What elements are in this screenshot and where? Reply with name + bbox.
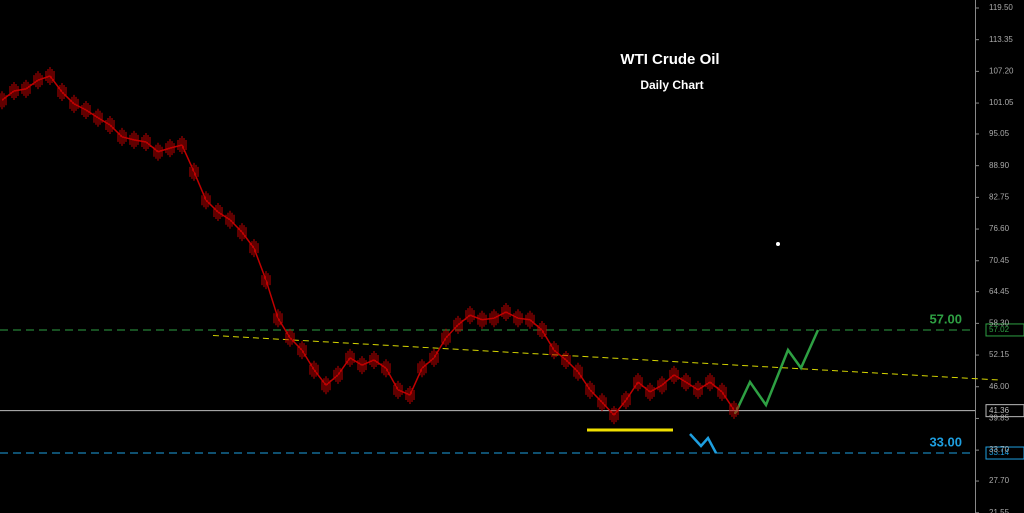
price-axis: 119.50 113.35 107.20 101.05 95.05 88.90 82.75 7… xyxy=(975,3,1014,513)
level-label: 33.14 xyxy=(989,448,1010,457)
y-tick-label: 119.50 xyxy=(989,3,1013,12)
y-tick-label: 21.55 xyxy=(989,508,1010,513)
chart-title: WTI Crude Oil xyxy=(620,51,719,68)
y-tick-label: 27.70 xyxy=(989,476,1010,485)
y-tick-label: 82.75 xyxy=(989,192,1010,201)
y-tick-label: 46.00 xyxy=(989,382,1010,391)
level-annotation: 33.00 xyxy=(929,434,962,449)
y-tick-label: 70.45 xyxy=(989,256,1010,265)
level-label: 41.36 xyxy=(989,406,1010,415)
y-tick-label: 88.90 xyxy=(989,161,1010,170)
y-tick-label: 33.70 xyxy=(989,445,1010,454)
levels: 57.02 57.00 41.36 33.14 33.00 xyxy=(0,311,1024,460)
price-bars xyxy=(0,67,739,425)
y-tick-label: 39.85 xyxy=(989,414,1010,423)
dot xyxy=(776,242,780,246)
y-tick-label: 113.35 xyxy=(989,35,1013,44)
projection-down xyxy=(689,433,718,454)
y-tick-label: 64.45 xyxy=(989,287,1010,296)
y-tick-label: 107.20 xyxy=(989,66,1014,75)
price-line xyxy=(1,75,735,417)
y-tick-label: 58.30 xyxy=(989,318,1010,327)
y-tick-label: 52.15 xyxy=(989,350,1010,359)
level-label-box xyxy=(985,323,1024,337)
level-label-box xyxy=(985,404,1024,418)
level-label-box xyxy=(985,446,1024,460)
y-tick-label: 76.60 xyxy=(989,224,1010,233)
level-label: 57.02 xyxy=(989,325,1010,334)
projection-up xyxy=(733,329,820,415)
trendline xyxy=(212,334,1001,381)
chart-subtitle: Daily Chart xyxy=(640,78,703,92)
y-tick-label: 101.05 xyxy=(989,98,1014,107)
level-annotation: 57.00 xyxy=(929,311,962,326)
y-tick-label: 95.05 xyxy=(989,129,1010,138)
